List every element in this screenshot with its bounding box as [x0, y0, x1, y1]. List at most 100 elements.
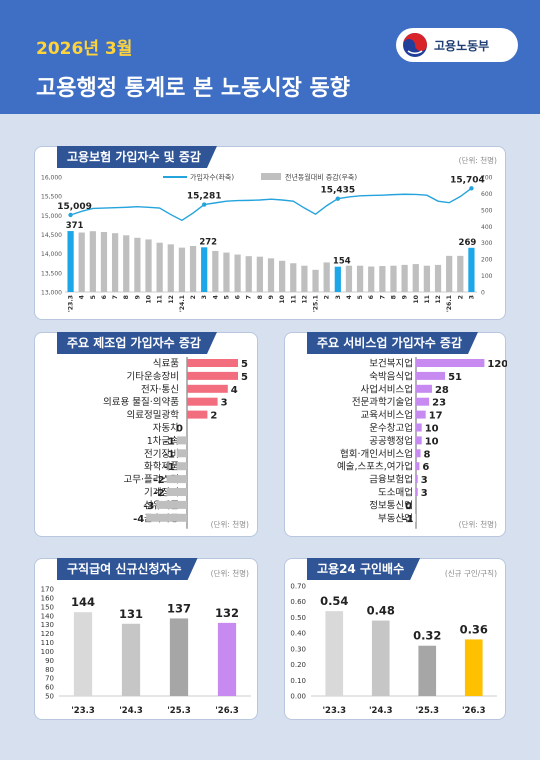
service-panel-title: 주요 서비스업 가입자수 증감 — [307, 332, 478, 354]
x-tick-label: 4 — [212, 294, 219, 299]
category-label: 금융보험업 — [369, 474, 413, 486]
category-label: 기타운송장비 — [127, 371, 179, 382]
value-label: 2 — [210, 411, 217, 422]
increase-bar — [446, 255, 453, 292]
x-tick-label: 11 — [290, 295, 297, 304]
ministry-logo: 고용노동부 — [396, 28, 518, 62]
category-label: 보건복지업 — [369, 358, 413, 370]
legend-line-label: 가입자수(좌축) — [190, 173, 234, 182]
x-tick-label: 8 — [123, 295, 130, 299]
value-bar — [187, 359, 238, 367]
value-bar — [176, 462, 187, 471]
x-tick-label: 10 — [413, 294, 420, 303]
x-tick-label: 8 — [257, 295, 264, 299]
increase-bar — [234, 254, 241, 292]
y-axis-tick: 0.00 — [290, 693, 306, 701]
category-label: 협회·개인서비스업 — [340, 448, 413, 460]
category-label: 운수창고업 — [369, 422, 413, 434]
y-axis-tick: 100 — [41, 648, 54, 656]
left-axis-tick: 16,000 — [41, 175, 62, 182]
value-label: 0.32 — [413, 629, 441, 643]
x-tick-label: '24.3 — [119, 706, 143, 716]
value-bar — [416, 488, 418, 496]
line-value-label: 15,281 — [187, 192, 222, 202]
value-bar — [416, 449, 421, 458]
line-marker — [469, 186, 474, 191]
y-axis-tick: 0.20 — [290, 661, 306, 669]
y-axis-tick: 70 — [45, 675, 54, 683]
increase-bar — [401, 264, 408, 292]
category-label: 공공행정업 — [369, 435, 413, 447]
x-tick-label: '23.3 — [68, 295, 75, 312]
value-bar — [217, 622, 237, 696]
value-bar — [416, 384, 432, 393]
x-tick-label: 6 — [235, 295, 242, 299]
increase-bar — [434, 264, 442, 292]
service-chart: 보건복지업 120 숙박음식업 51 사업서비스업 28 전문과학기술업 23 교육서비스업 17… — [337, 357, 507, 529]
increase-bar — [279, 260, 286, 292]
y-axis-tick: 0.30 — [290, 645, 306, 653]
increase-bar — [379, 266, 386, 292]
increase-bar — [345, 265, 353, 292]
value-label: -1 — [164, 462, 175, 473]
increase-bar — [334, 266, 341, 292]
increase-bar — [412, 264, 419, 292]
x-tick-label: 10 — [279, 294, 286, 303]
left-axis-tick: 13,000 — [41, 290, 62, 297]
category-label: 의료용 물질·의약품 — [103, 396, 179, 408]
value-bar — [73, 612, 93, 696]
line-marker — [335, 196, 341, 201]
increase-bar — [468, 247, 475, 292]
x-tick-label: 11 — [157, 295, 164, 304]
x-tick-label: 5 — [357, 295, 364, 299]
x-tick-label: 4 — [346, 294, 353, 299]
x-tick-label: 3 — [335, 295, 342, 299]
y-axis-tick: 150 — [41, 603, 54, 611]
right-axis-tick: 600 — [481, 191, 493, 198]
x-tick-label: '24.3 — [369, 706, 393, 716]
bar-value-label: 371 — [66, 221, 84, 231]
y-axis-tick: 90 — [45, 657, 54, 665]
page-title: 고용행정 통계로 본 노동시장 동향 — [36, 76, 350, 101]
value-label: 131 — [119, 607, 143, 621]
x-tick-label: 2 — [190, 295, 197, 299]
x-tick-label: '26.3 — [215, 706, 239, 716]
increase-bar — [312, 269, 319, 292]
logo-text: 고용노동부 — [434, 39, 490, 53]
job-openings-ratio-panel-title: 고용24 구인배수 — [307, 558, 420, 580]
category-label: 식료품 — [153, 359, 179, 370]
value-bar — [464, 639, 483, 696]
line-value-label: 15,009 — [57, 202, 92, 212]
value-bar — [415, 513, 416, 522]
y-axis-tick: 0.40 — [290, 630, 306, 638]
bar-value-label: 269 — [459, 238, 477, 248]
value-bar — [416, 462, 420, 471]
category-label: 1차금속 — [147, 435, 180, 447]
increase-bar — [390, 265, 397, 292]
value-label: 10 — [425, 424, 439, 435]
left-axis-tick: 14,500 — [41, 232, 62, 239]
value-bar — [156, 500, 187, 509]
x-tick-label: 4 — [79, 294, 86, 299]
y-axis-tick: 110 — [41, 639, 54, 647]
report-date: 2026년 3월 — [36, 39, 133, 59]
category-label: 전자·통신 — [141, 384, 179, 395]
right-axis-tick: 0 — [481, 290, 485, 297]
category-label: 자동차 — [153, 422, 179, 434]
right-axis-tick: 700 — [481, 175, 493, 182]
header: 2026년 3월 고용행정 통계로 본 노동시장 동향 고용노동부 — [0, 0, 540, 114]
left-axis-tick: 14,000 — [41, 251, 62, 258]
x-tick-label: '25.1 — [313, 295, 320, 312]
value-bar — [371, 620, 390, 696]
x-tick-label: '24.1 — [179, 295, 186, 312]
value-bar — [169, 618, 189, 696]
x-tick-label: '25.3 — [415, 706, 439, 716]
x-tick-label: 9 — [268, 295, 275, 299]
x-tick-label: 5 — [223, 295, 230, 299]
value-label: 0.54 — [320, 594, 348, 608]
value-bar — [416, 436, 422, 445]
value-bar — [416, 371, 446, 380]
job-openings-ratio-unit: (신규 구인/구직) — [444, 569, 497, 578]
value-label: 0 — [405, 501, 412, 512]
y-axis-tick: 0.10 — [290, 677, 306, 685]
